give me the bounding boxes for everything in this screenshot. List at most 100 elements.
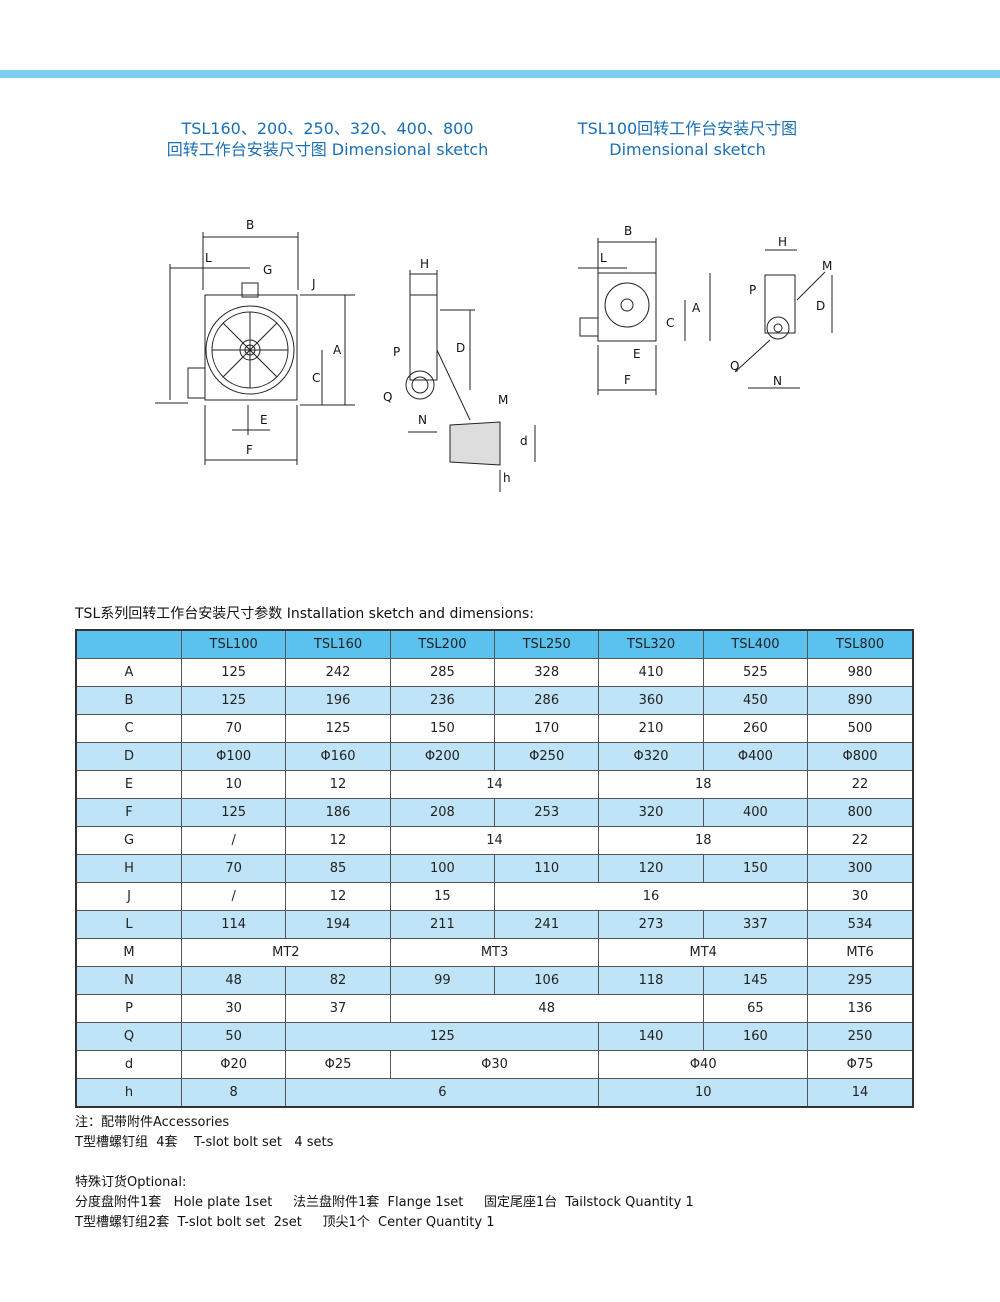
table-cell: 208 [389, 798, 496, 827]
table-cell: 12 [285, 826, 391, 855]
table-cell: 14 [389, 770, 600, 799]
table-row: D Φ100 Φ160 Φ200 Φ250 Φ320 Φ400 Φ800 [75, 742, 914, 771]
row-label: C [75, 714, 182, 743]
large-side-view [405, 270, 536, 492]
table-row: G/12 14 18 22 [75, 826, 914, 855]
table-cell: 450 [702, 686, 809, 715]
table-cell: 114 [180, 910, 287, 939]
table-cell: Φ25 [285, 1050, 391, 1079]
table-cell: 286 [494, 686, 600, 715]
row-label: N [75, 966, 182, 995]
row-label: F [75, 798, 182, 827]
table-row: Q 50 125 140 160 250 [75, 1022, 914, 1051]
label-M: M [498, 393, 508, 407]
column-header: TSL200 [389, 629, 496, 659]
label-J: J [311, 277, 316, 291]
table-cell: 890 [807, 686, 914, 715]
table-cell: 18 [598, 770, 809, 799]
table-cell: 211 [389, 910, 496, 939]
table-cell: 160 [702, 1022, 809, 1051]
row-label: D [75, 742, 182, 771]
column-header [75, 629, 182, 659]
table-cell: Φ30 [389, 1050, 600, 1079]
optional-title: 特殊订货Optional: [75, 1175, 187, 1190]
column-header: TSL800 [807, 629, 914, 659]
table-cell: 400 [702, 798, 809, 827]
table-cell: 110 [494, 854, 600, 883]
row-label: A [75, 658, 182, 687]
table-cell: 125 [180, 686, 287, 715]
table-cell: 242 [285, 658, 391, 687]
accessories-note: 注：配带附件Accessories T型槽螺钉组 4套 T-slot bolt … [75, 1113, 333, 1153]
table-cell: 250 [807, 1022, 914, 1051]
right-title-line1: TSL100回转工作台安装尺寸图 [577, 119, 798, 138]
small-label-P: P [749, 283, 756, 297]
table-cell: 260 [702, 714, 809, 743]
table-cell: 120 [598, 854, 704, 883]
table-cell: 70 [180, 854, 287, 883]
small-label-Q: Q [730, 359, 739, 373]
table-cell: 125 [180, 658, 287, 687]
left-title-line1: TSL160、200、250、320、400、800 [181, 119, 474, 138]
table-cell: 500 [807, 714, 914, 743]
table-cell: Φ200 [389, 742, 496, 771]
table-row: E 10 12 14 18 22 [75, 770, 914, 799]
small-label-B: B [624, 224, 632, 238]
table-cell: 196 [285, 686, 391, 715]
table-cell: 273 [598, 910, 704, 939]
label-H: H [420, 257, 429, 271]
table-cell: MT6 [807, 938, 914, 967]
table-cell: Φ160 [285, 742, 391, 771]
table-row: N 48 82 99 106 118 145 295 [75, 966, 914, 995]
table-cell: 50 [180, 1022, 287, 1051]
small-label-L: L [600, 251, 607, 265]
small-label-F: F [624, 373, 631, 387]
table-cell: 170 [494, 714, 600, 743]
small-label-E: E [633, 347, 641, 361]
table-cell: Φ100 [180, 742, 287, 771]
table-cell: 136 [807, 994, 914, 1023]
table-cell: 10 [180, 770, 287, 799]
table-row: B 125 196 236 286 360 450 890 [75, 686, 914, 715]
table-cell: 15 [389, 882, 496, 911]
row-label: h [75, 1078, 182, 1108]
label-Q: Q [383, 390, 392, 404]
table-cell: 360 [598, 686, 704, 715]
table-cell: 186 [285, 798, 391, 827]
table-cell: 48 [180, 966, 287, 995]
label-P: P [393, 345, 400, 359]
column-header: TSL160 [285, 629, 391, 659]
label-C: C [312, 371, 320, 385]
table-row: P 30 37 48 65 136 [75, 994, 914, 1023]
table-cell: 285 [389, 658, 496, 687]
table-cell: Φ800 [807, 742, 914, 771]
table-cell: 125 [285, 714, 391, 743]
optional-note: 特殊订货Optional: 分度盘附件1套 Hole plate 1set 法兰… [75, 1173, 694, 1233]
table-row: C 70 125 150 170 210 260 500 [75, 714, 914, 743]
accessories-title: 注：配带附件Accessories [75, 1115, 230, 1130]
small-label-C: C [666, 316, 674, 330]
column-header: TSL100 [180, 629, 287, 659]
small-label-D: D [816, 299, 825, 313]
table-cell: 125 [285, 1022, 600, 1051]
row-label: H [75, 854, 182, 883]
table-cell: 6 [285, 1078, 600, 1108]
table-row: h 8 6 10 14 [75, 1078, 914, 1108]
table-cell: 320 [598, 798, 704, 827]
table-cell: Φ40 [598, 1050, 809, 1079]
small-label-M: M [822, 259, 832, 273]
label-E: E [260, 413, 268, 427]
table-cell: 8 [180, 1078, 287, 1108]
table-cell: Φ75 [807, 1050, 914, 1079]
table-cell: 10 [598, 1078, 809, 1108]
table-cell: 18 [598, 826, 809, 855]
column-header: TSL250 [494, 629, 600, 659]
table-cell: 70 [180, 714, 287, 743]
optional-line2: T型槽螺钉组2套 T-slot bolt set 2set 顶尖1个 Cente… [75, 1215, 495, 1230]
large-front-view [155, 232, 355, 465]
table-cell: 980 [807, 658, 914, 687]
table-cell: MT2 [181, 938, 391, 967]
table-cell: Φ20 [180, 1050, 287, 1079]
label-D: D [456, 341, 465, 355]
table-cell: 525 [702, 658, 809, 687]
